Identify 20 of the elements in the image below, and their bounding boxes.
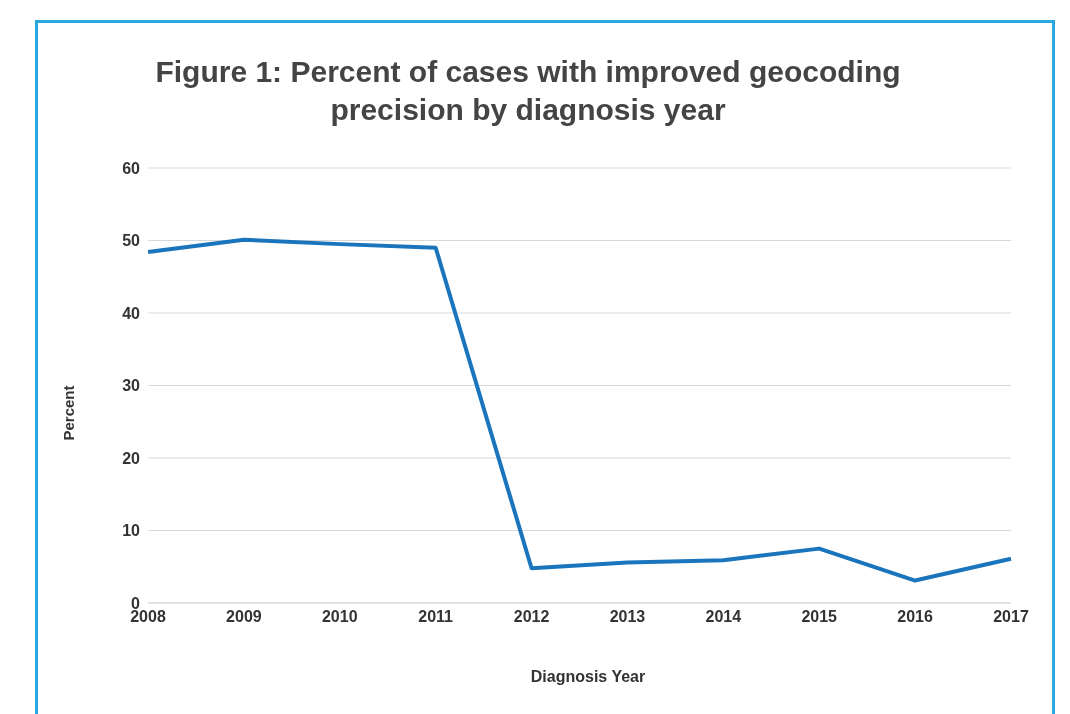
y-tick-label: 40 (122, 304, 141, 322)
x-tick-label: 2015 (801, 608, 838, 626)
x-tick-label: 2011 (418, 608, 454, 626)
y-tick-label: 20 (122, 449, 141, 467)
y-axis-title: Percent (59, 385, 77, 441)
y-tick-label: 60 (122, 159, 141, 177)
y-tick-label: 30 (122, 377, 141, 395)
x-tick-label: 2014 (705, 608, 742, 626)
line-series (146, 237, 1013, 583)
x-tick-label: 2009 (226, 608, 262, 626)
x-axis-title: Diagnosis Year (529, 668, 647, 686)
chart-title: Figure 1: Percent of cases with improved geocoding precision by diagnosis year (154, 54, 902, 128)
y-tick-label: 50 (122, 232, 141, 250)
x-tick-label: 2008 (130, 608, 166, 626)
x-tick-label: 2010 (321, 608, 358, 626)
x-tick-label: 2017 (993, 608, 1029, 626)
x-tick-label: 2016 (897, 608, 934, 626)
x-tick-label: 2012 (513, 608, 550, 626)
x-tick-label: 2013 (609, 608, 646, 626)
y-tick-label: 10 (122, 522, 141, 540)
